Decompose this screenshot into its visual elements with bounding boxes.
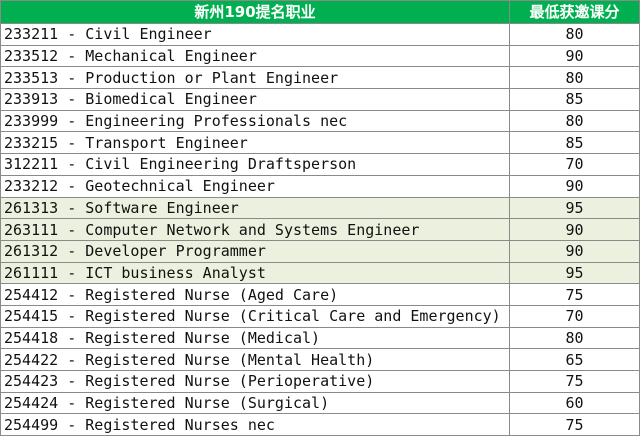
table-row: 233999 - Engineering Professionals nec 80 — [0, 109, 640, 133]
table-row: 254412 - Registered Nurse (Aged Care) 75 — [0, 283, 640, 306]
occupation-cell: 233215 - Transport Engineer — [0, 131, 510, 155]
score-cell: 80 — [509, 109, 640, 133]
table-row: 254418 - Registered Nurse (Medical) 80 — [0, 326, 640, 350]
header-row: 新州190提名职业 最低获邀课分 — [0, 0, 640, 24]
score-cell: 90 — [509, 239, 640, 263]
table-row: 263111 - Computer Network and Systems En… — [0, 218, 640, 241]
occupation-cell: 254499 - Registered Nurses nec — [0, 413, 510, 437]
occupation-cell: 254422 - Registered Nurse (Mental Health… — [0, 348, 510, 371]
occupation-cell: 261313 - Software Engineer — [0, 196, 510, 220]
table-row: 254499 - Registered Nurses nec 75 — [0, 413, 640, 437]
occupation-cell: 263111 - Computer Network and Systems En… — [0, 218, 510, 241]
score-cell: 70 — [509, 153, 640, 176]
table-row: 254424 - Registered Nurse (Surgical) 60 — [0, 391, 640, 415]
occupation-cell: 233999 - Engineering Professionals nec — [0, 109, 510, 133]
occupation-cell: 254424 - Registered Nurse (Surgical) — [0, 391, 510, 415]
occupation-cell: 254415 - Registered Nurse (Critical Care… — [0, 304, 510, 328]
table-row: 233211 - Civil Engineer 80 — [0, 23, 640, 46]
occupation-cell: 233212 - Geotechnical Engineer — [0, 174, 510, 198]
score-cell: 90 — [509, 174, 640, 198]
score-cell: 60 — [509, 391, 640, 415]
table-row: 233512 - Mechanical Engineer 90 — [0, 44, 640, 68]
table-row: 233913 - Biomedical Engineer 85 — [0, 88, 640, 111]
score-cell: 95 — [509, 196, 640, 220]
table-row: 261313 - Software Engineer 95 — [0, 196, 640, 220]
score-cell: 65 — [509, 348, 640, 371]
occupation-cell: 254412 - Registered Nurse (Aged Care) — [0, 283, 510, 306]
score-cell: 95 — [509, 261, 640, 285]
score-cell: 70 — [509, 304, 640, 328]
occupation-cell: 254423 - Registered Nurse (Perioperative… — [0, 370, 510, 393]
table-row: 233212 - Geotechnical Engineer 90 — [0, 174, 640, 198]
score-cell: 75 — [509, 283, 640, 306]
occupation-cell: 233211 - Civil Engineer — [0, 23, 510, 46]
occupation-cell: 261312 - Developer Programmer — [0, 239, 510, 263]
table-row: 312211 - Civil Engineering Draftsperson 7… — [0, 153, 640, 176]
score-cell: 90 — [509, 218, 640, 241]
score-column-header: 最低获邀课分 — [509, 0, 640, 24]
occupation-column-header: 新州190提名职业 — [0, 0, 510, 24]
score-cell: 80 — [509, 326, 640, 350]
score-cell: 75 — [509, 370, 640, 393]
score-cell: 85 — [509, 88, 640, 111]
table-row: 254415 - Registered Nurse (Critical Care… — [0, 304, 640, 328]
table-row: 233513 - Production or Plant Engineer 80 — [0, 66, 640, 90]
table-row: 233215 - Transport Engineer 85 — [0, 131, 640, 155]
table-row: 261111 - ICT business Analyst 95 — [0, 261, 640, 285]
occupation-cell: 261111 - ICT business Analyst — [0, 261, 510, 285]
occupation-cell: 233513 - Production or Plant Engineer — [0, 66, 510, 90]
score-cell: 85 — [509, 131, 640, 155]
occupation-cell: 233512 - Mechanical Engineer — [0, 44, 510, 68]
occupation-cell: 233913 - Biomedical Engineer — [0, 88, 510, 111]
table-row: 261312 - Developer Programmer 90 — [0, 239, 640, 263]
score-cell: 80 — [509, 66, 640, 90]
score-cell: 75 — [509, 413, 640, 437]
occupation-cell: 254418 - Registered Nurse (Medical) — [0, 326, 510, 350]
table-row: 254422 - Registered Nurse (Mental Health… — [0, 348, 640, 371]
table-row: 254423 - Registered Nurse (Perioperative… — [0, 370, 640, 393]
occupation-cell: 312211 - Civil Engineering Draftsperson — [0, 153, 510, 176]
score-cell: 90 — [509, 44, 640, 68]
score-cell: 80 — [509, 23, 640, 46]
